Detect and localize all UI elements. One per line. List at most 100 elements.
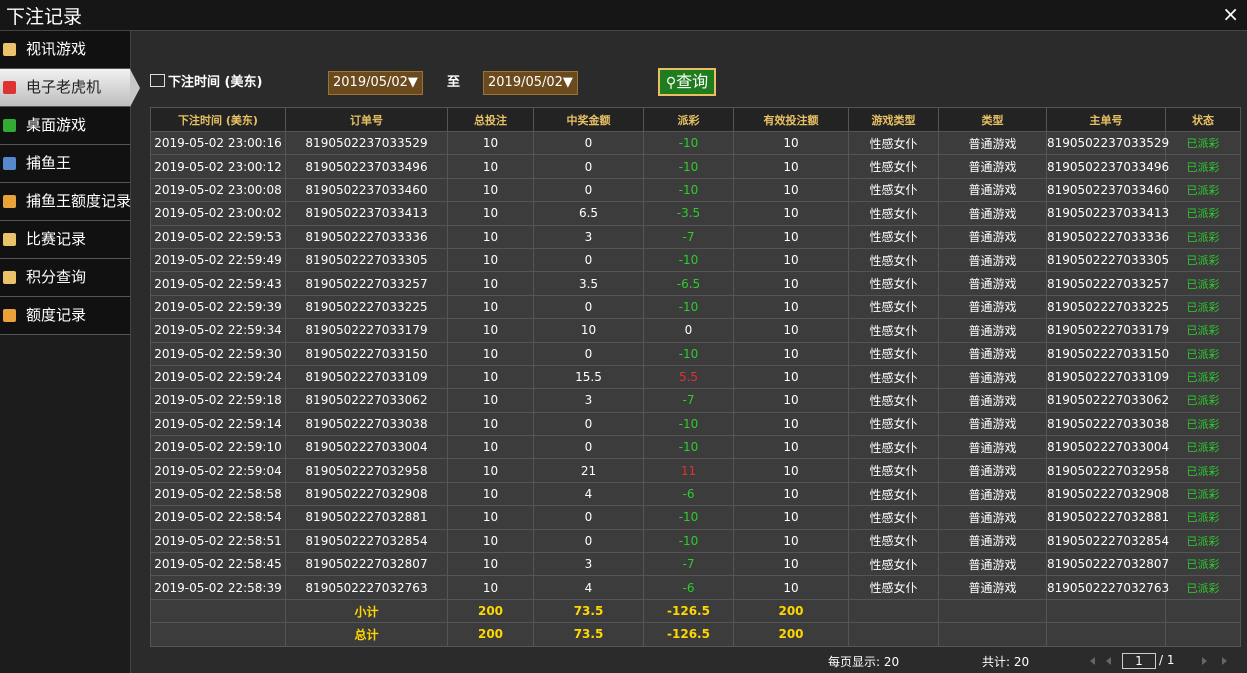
table-cell: 10	[447, 435, 534, 460]
table-cell	[938, 622, 1047, 647]
table-cell: 性感女仆	[848, 318, 939, 343]
table-cell: 10	[733, 575, 849, 600]
table-cell: 性感女仆	[848, 247, 939, 273]
table-cell: 73.5	[533, 622, 644, 647]
sidebar-label: 积分查询	[26, 268, 87, 286]
header-row: 下注时间 (美东) 订单号 总投注 中奖金额 派彩 有效投注额 游戏类型 类型 主单号 状态	[150, 107, 1241, 132]
end-date[interactable]: 2019/05/02▼	[483, 71, 578, 95]
next-page[interactable]	[1202, 657, 1207, 665]
table-cell: 普通游戏	[938, 247, 1047, 273]
table-cell: 已派彩	[1165, 177, 1241, 203]
table-cell: 已派彩	[1165, 552, 1241, 577]
table-cell: 10	[733, 388, 849, 413]
page-total: / 1	[1159, 653, 1175, 667]
table-cell: 性感女仆	[848, 552, 939, 577]
table-cell: 性感女仆	[848, 388, 939, 413]
sidebar-icon	[3, 43, 16, 56]
sidebar-item[interactable]: 比赛记录	[0, 221, 130, 259]
table-cell: 10	[447, 271, 534, 296]
table-cell: -6.5	[643, 271, 734, 296]
table-cell: -7	[643, 552, 734, 577]
table-cell: 普通游戏	[938, 458, 1047, 483]
table-cell: 10	[733, 435, 849, 460]
table-cell: 已派彩	[1165, 575, 1241, 600]
table-cell: 8190502227032908	[1046, 481, 1169, 507]
table-cell: -10	[643, 435, 734, 460]
table-cell: 10	[733, 458, 849, 483]
table-cell: 8190502227032958	[1046, 458, 1169, 483]
table-cell: 10	[733, 341, 849, 366]
title-bar: 下注记录 ×	[0, 0, 1247, 31]
table-cell: 10	[733, 201, 849, 226]
table-cell: 2019-05-02 23:00:08	[150, 177, 286, 203]
query-button[interactable]: ⚲查询	[658, 68, 716, 96]
column-header: 有效投注额	[733, 107, 849, 132]
table-cell: 已派彩	[1165, 528, 1241, 554]
table-cell: 性感女仆	[848, 575, 939, 600]
bet-table: 下注时间 (美东) 订单号 总投注 中奖金额 派彩 有效投注额 游戏类型 类型 主单号 状态 20…	[150, 107, 1241, 647]
table-cell: 已派彩	[1165, 458, 1241, 483]
table-cell: 2019-05-02 23:00:12	[150, 154, 286, 179]
sidebar-item[interactable]: 桌面游戏	[0, 107, 130, 145]
table-cell: 8190502227032854	[1046, 528, 1169, 554]
table-cell: 2019-05-02 22:58:45	[150, 552, 286, 577]
table-cell: 8190502227032854	[285, 528, 448, 554]
table-cell: 0	[533, 435, 644, 460]
table-cell: 已派彩	[1165, 411, 1241, 437]
table-cell: 10	[733, 294, 849, 320]
sidebar-item[interactable]: 捕鱼王	[0, 145, 130, 183]
table-cell: 2019-05-02 22:58:51	[150, 528, 286, 554]
table-cell: 8190502227033257	[1046, 271, 1169, 296]
page-size: 每页显示: 20	[828, 655, 900, 669]
table-cell: 8190502227032908	[285, 481, 448, 507]
table-cell: -3.5	[643, 201, 734, 226]
table-cell: 10	[447, 154, 534, 179]
table-cell: 10	[447, 505, 534, 530]
sidebar-item[interactable]: 电子老虎机	[0, 69, 140, 107]
sidebar-item[interactable]: 视讯游戏	[0, 31, 130, 69]
table-cell: 8190502237033496	[285, 154, 448, 179]
table-cell: 已派彩	[1165, 201, 1241, 226]
sidebar-item[interactable]: 捕鱼王额度记录	[0, 183, 131, 221]
table-cell: 10	[447, 247, 534, 273]
table-cell: 0	[533, 505, 644, 530]
sidebar-item[interactable]: 积分查询	[0, 259, 130, 297]
table-cell: 普通游戏	[938, 341, 1047, 366]
table-cell: 8190502237033460	[285, 177, 448, 203]
table-cell: 10	[447, 411, 534, 437]
table-row: 2019-05-02 22:58:58 8190502227032908 10 4 -6…	[150, 481, 1241, 507]
table-cell: 10	[533, 318, 644, 343]
start-date[interactable]: 2019/05/02▼	[328, 71, 423, 95]
first-page[interactable]	[1090, 657, 1095, 665]
table-cell: 性感女仆	[848, 341, 939, 366]
table-cell: 200	[733, 598, 849, 624]
table-cell: 8190502237033529	[285, 130, 448, 156]
table-cell: 2019-05-02 22:58:58	[150, 481, 286, 507]
table-cell: 性感女仆	[848, 435, 939, 460]
table-cell: 性感女仆	[848, 411, 939, 437]
last-page[interactable]	[1222, 657, 1227, 665]
close-button[interactable]: ×	[1222, 2, 1239, 26]
table-cell: 10	[447, 552, 534, 577]
column-header: 总投注	[447, 107, 534, 132]
table-cell: 8190502227032958	[285, 458, 448, 483]
page-input[interactable]: 1	[1122, 653, 1156, 669]
sidebar-item[interactable]: 额度记录	[0, 297, 130, 335]
table-cell: -10	[643, 505, 734, 530]
table-cell: 性感女仆	[848, 528, 939, 554]
table-row: 2019-05-02 22:59:14 8190502227033038 10 0 -1…	[150, 411, 1241, 437]
table-cell: 15.5	[533, 364, 644, 390]
table-cell: 8190502227033336	[285, 224, 448, 249]
table-cell: 3	[533, 552, 644, 577]
table-cell: 2019-05-02 22:59:34	[150, 318, 286, 343]
table-row: 2019-05-02 23:00:02 8190502237033413 10 6.5…	[150, 201, 1241, 226]
table-cell: 10	[733, 224, 849, 249]
table-cell: 10	[447, 318, 534, 343]
prev-page[interactable]	[1106, 657, 1111, 665]
table-cell: 10	[447, 341, 534, 366]
table-cell: 2019-05-02 22:59:24	[150, 364, 286, 390]
table-cell: 普通游戏	[938, 575, 1047, 600]
table-cell: 已派彩	[1165, 271, 1241, 296]
table-row: 2019-05-02 23:00:16 8190502237033529 10 0 -1…	[150, 130, 1241, 156]
table-cell: 10	[733, 318, 849, 343]
